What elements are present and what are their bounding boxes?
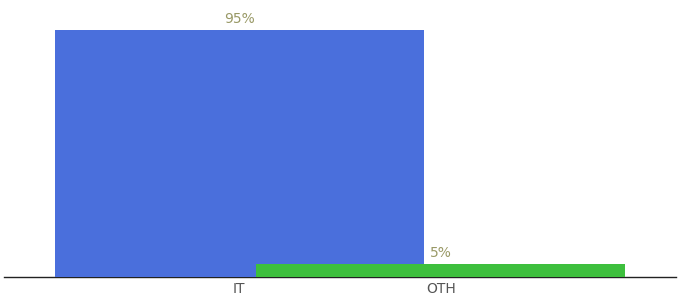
Text: 5%: 5% xyxy=(430,246,452,260)
Bar xyxy=(256,264,626,277)
Bar xyxy=(54,30,424,277)
Text: 95%: 95% xyxy=(224,12,254,26)
